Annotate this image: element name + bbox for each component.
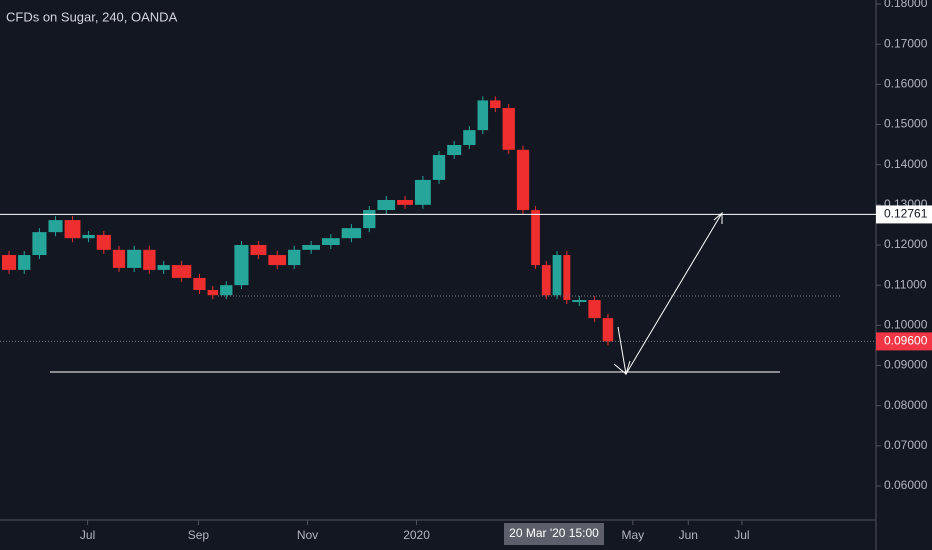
candle — [341, 228, 362, 239]
level-tag-label: 0.12761 — [884, 207, 928, 221]
candle — [516, 149, 530, 211]
x-tick-label: Sep — [188, 528, 210, 542]
candle — [602, 318, 614, 342]
y-tick-label: 0.16000 — [884, 77, 928, 91]
y-tick-label: 0.15000 — [884, 117, 928, 131]
candle — [531, 210, 540, 266]
y-tick-label: 0.17000 — [884, 36, 928, 50]
candle — [432, 155, 446, 180]
candle — [112, 249, 126, 268]
candle — [268, 255, 287, 266]
candle — [463, 130, 476, 145]
x-tick-label: Jul — [80, 528, 95, 542]
last-price-tag — [876, 332, 932, 351]
candle — [193, 277, 206, 290]
candle — [588, 300, 601, 319]
candle — [64, 220, 81, 239]
candle — [414, 179, 431, 205]
candle — [563, 255, 571, 301]
arrow-head — [713, 211, 723, 224]
x-tick-label: 2020 — [403, 528, 430, 542]
level-tag — [876, 205, 932, 224]
candle — [220, 285, 233, 296]
candle — [127, 249, 142, 268]
y-tick-label: 0.18000 — [884, 0, 928, 10]
candle — [2, 255, 17, 270]
candle — [302, 245, 321, 250]
candle — [377, 200, 396, 211]
candle — [207, 289, 219, 296]
candle — [363, 210, 376, 229]
candle — [288, 249, 301, 266]
y-tick-label: 0.10000 — [884, 318, 928, 332]
candle — [541, 265, 551, 296]
candle — [250, 245, 267, 256]
x-tick-label: Nov — [297, 528, 318, 542]
candle — [447, 144, 462, 156]
candle — [502, 108, 515, 150]
candle — [234, 245, 249, 286]
candle — [32, 232, 47, 256]
last-price-label: 0.09600 — [884, 334, 928, 348]
x-tick-label: Jul — [734, 528, 749, 542]
x-tick-label: May — [622, 528, 645, 542]
y-tick-label: 0.08000 — [884, 398, 928, 412]
crosshair-label: 20 Mar '20 15:00 — [509, 526, 599, 540]
candle — [397, 200, 413, 205]
candle — [157, 265, 170, 270]
candle — [552, 255, 562, 296]
candle — [572, 300, 587, 303]
candle — [490, 100, 501, 109]
y-tick-label: 0.06000 — [884, 478, 928, 492]
y-tick-label: 0.12000 — [884, 237, 928, 251]
candle — [82, 234, 95, 239]
candle — [18, 255, 31, 270]
crosshair-box — [504, 523, 604, 545]
arrow-head — [613, 360, 631, 375]
candle — [477, 100, 489, 131]
candle — [171, 265, 192, 278]
y-tick-label: 0.14000 — [884, 157, 928, 171]
candle — [322, 238, 340, 245]
candle — [143, 249, 156, 270]
chart-title: CFDs on Sugar, 240, OANDA — [6, 9, 178, 24]
candle — [48, 220, 63, 233]
y-tick-label: 0.11000 — [884, 277, 927, 291]
candle — [96, 234, 111, 250]
x-tick-label: Jun — [679, 528, 698, 542]
y-tick-label: 0.09000 — [884, 358, 928, 372]
y-tick-label: 0.07000 — [884, 438, 928, 452]
